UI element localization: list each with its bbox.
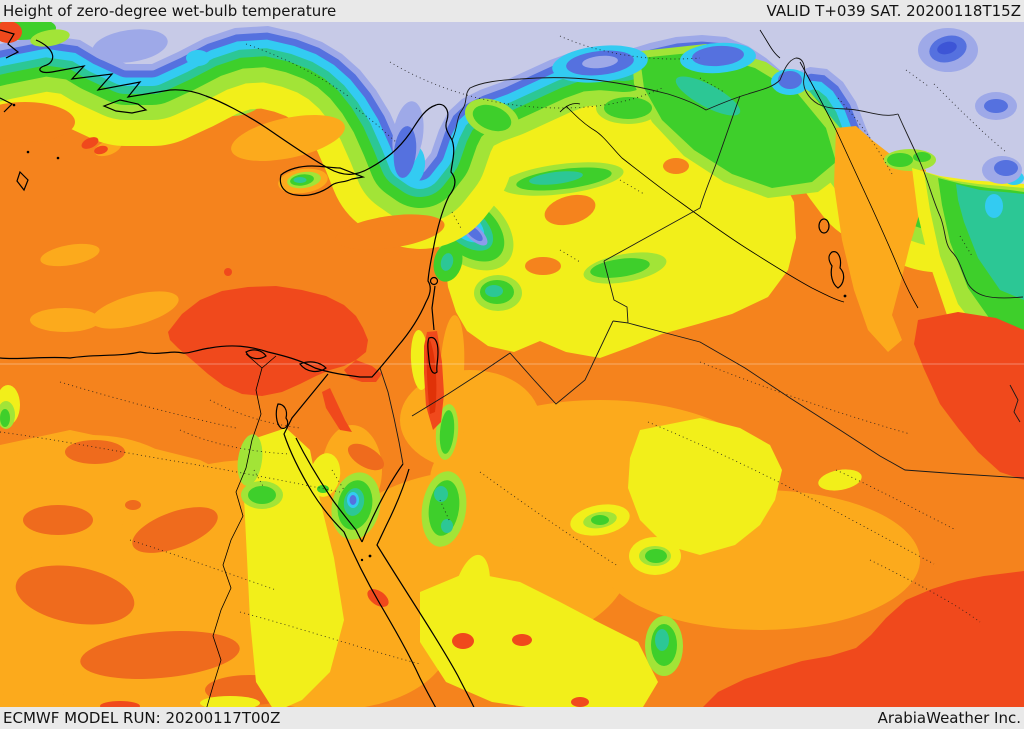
sea-of-galilee xyxy=(429,276,439,286)
header-bar: Height of zero-degree wet-bulb temperatu… xyxy=(0,0,1024,22)
map-title: Height of zero-degree wet-bulb temperatu… xyxy=(3,2,337,20)
orange-spots-on-yellow xyxy=(517,109,689,275)
israel-egypt-border xyxy=(379,367,404,465)
jordan-saudi-border xyxy=(411,320,614,417)
south-arabia-hot-mass xyxy=(703,571,1024,707)
iraq-lake-small xyxy=(818,218,830,234)
footer-bar: ECMWF MODEL RUN: 20200117T00Z ArabiaWeat… xyxy=(0,707,1024,729)
aegean-fragments xyxy=(0,29,20,113)
sinai-east-coast xyxy=(361,463,404,543)
syria-iraq-border xyxy=(603,95,741,262)
valid-time-label: VALID T+039 SAT. 20200118T15Z xyxy=(766,2,1021,20)
country-borders xyxy=(379,57,1024,479)
brand-credit: ArabiaWeather Inc. xyxy=(877,709,1021,727)
dotted-boundaries xyxy=(0,35,1007,665)
blue-cores xyxy=(349,495,357,505)
weather-map-canvas xyxy=(0,22,1024,707)
aqaba-saudi-coast xyxy=(376,468,475,707)
cyprus-island xyxy=(279,165,366,197)
mediterranean-coast xyxy=(0,39,456,378)
north-arabia-hot-blob xyxy=(914,312,1024,480)
euphrates-river xyxy=(559,103,845,303)
delta-lagoons xyxy=(245,349,327,373)
dead-sea xyxy=(427,336,439,374)
island-specks xyxy=(12,103,847,562)
suez-redsea-west-coast xyxy=(283,373,437,707)
karpathos-island xyxy=(16,170,29,192)
turkey-syria-iraq-border xyxy=(451,57,899,141)
deep-orange-patches xyxy=(15,440,385,705)
tigris-river xyxy=(799,61,919,309)
jordan-river xyxy=(431,285,436,331)
bitter-lake xyxy=(275,403,289,429)
iraq-iran-border xyxy=(897,113,1024,299)
coastlines xyxy=(0,29,845,707)
model-run-label: ECMWF MODEL RUN: 20200117T00Z xyxy=(3,709,281,727)
post-band-features xyxy=(0,22,1024,362)
iraq-lake-large xyxy=(828,251,845,289)
rhodes-island xyxy=(102,99,148,114)
sinai-west-coast xyxy=(295,437,363,543)
jordan-iraq-saudi-border xyxy=(603,260,1024,479)
rivers xyxy=(206,29,919,707)
